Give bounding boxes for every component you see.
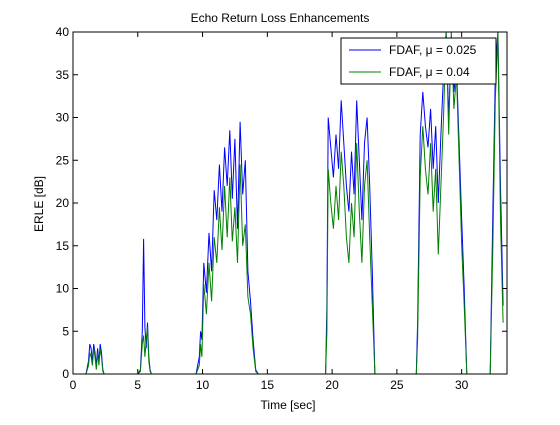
y-tick-label: 35 [56,68,70,82]
series-layer [73,32,504,374]
x-tick-label: 5 [134,378,141,392]
axes-layer: 0 5 10 15 20 25 30 0 5 10 15 20 25 30 35 40 [56,25,508,392]
x-tick-label: 20 [325,378,339,392]
y-tick-label: 0 [62,367,69,381]
x-tick-label: 25 [390,378,404,392]
chart-title: Echo Return Loss Enhancements [191,11,370,25]
legend-box [340,37,497,85]
y-tick-label: 10 [56,282,70,296]
x-tick-label: 15 [261,378,275,392]
y-tick-label: 15 [56,239,70,253]
x-tick-label: 30 [455,378,469,392]
legend-label-mu-004: FDAF, μ = 0.04 [389,65,470,79]
legend: FDAF, μ = 0.025 FDAF, μ = 0.04 [340,37,497,85]
x-tick-label: 10 [196,378,210,392]
y-tick-label: 25 [56,153,70,167]
y-tick-label: 20 [56,196,70,210]
y-tick-label: 30 [56,111,70,125]
x-tick-label: 0 [70,378,77,392]
legend-label-mu-0025: FDAF, μ = 0.025 [389,43,477,57]
series-line-mu-004 [73,32,504,374]
y-tick-label: 40 [56,25,70,39]
y-axis-label: ERLE [dB] [32,176,46,232]
x-axis-label: Time [sec] [261,398,316,412]
y-tick-label: 5 [62,324,69,338]
series-line-mu-0025 [73,32,504,374]
